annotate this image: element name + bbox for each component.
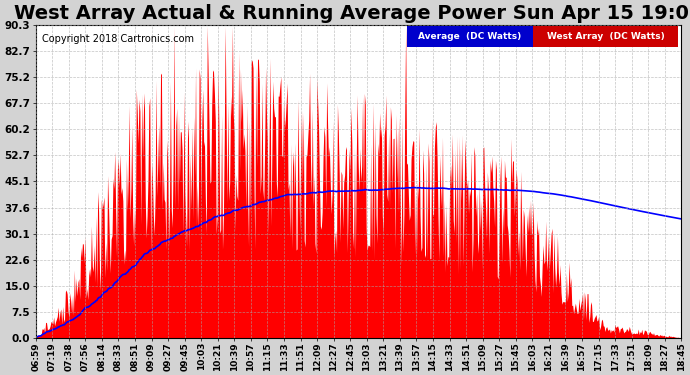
Title: West Array Actual & Running Average Power Sun Apr 15 19:01: West Array Actual & Running Average Powe… — [14, 4, 690, 23]
FancyBboxPatch shape — [533, 26, 678, 46]
Text: Average  (DC Watts): Average (DC Watts) — [418, 32, 522, 41]
Text: Copyright 2018 Cartronics.com: Copyright 2018 Cartronics.com — [42, 34, 194, 44]
FancyBboxPatch shape — [407, 26, 533, 46]
Text: West Array  (DC Watts): West Array (DC Watts) — [546, 32, 664, 41]
